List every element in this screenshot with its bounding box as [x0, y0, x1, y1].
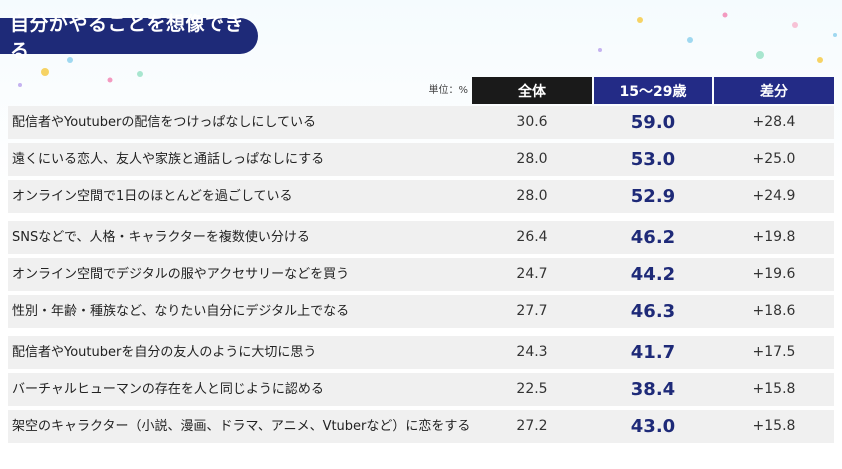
value-all: 24.7: [516, 266, 548, 282]
value-all: 30.6: [516, 114, 548, 130]
value-15-29: 44.2: [630, 264, 676, 285]
table-row: 配信者やYoutuberを自分の友人のように大切に思う 24.3 41.7 +17.5: [8, 336, 834, 369]
row-label: オンライン空間で1日のほとんどを過ごしている: [12, 189, 293, 204]
value-all: 28.0: [516, 188, 548, 204]
value-all: 27.7: [516, 303, 548, 319]
row-label: 性別・年齢・種族など、なりたい自分にデジタル上でなる: [12, 304, 350, 319]
value-diff: +24.9: [752, 188, 796, 204]
value-15-29: 41.7: [630, 342, 676, 363]
value-15-29: 46.2: [630, 227, 676, 248]
value-all: 22.5: [516, 381, 548, 397]
value-15-29: 38.4: [630, 379, 676, 400]
value-all: 26.4: [516, 229, 548, 245]
row-label: オンライン空間でデジタルの服やアクセサリーなどを買う: [12, 267, 350, 282]
row-label: 配信者やYoutuberの配信をつけっぱなしにしている: [12, 115, 316, 130]
column-header-diff: 差分: [714, 77, 834, 104]
value-diff: +25.0: [752, 151, 796, 167]
value-15-29: 53.0: [630, 149, 676, 170]
table-row: オンライン空間でデジタルの服やアクセサリーなどを買う 24.7 44.2 +19.6: [8, 258, 834, 291]
row-label: バーチャルヒューマンの存在を人と同じように認める: [12, 382, 324, 397]
row-label: 遠くにいる恋人、友人や家族と通話しっぱなしにする: [12, 152, 325, 167]
value-15-29: 52.9: [630, 186, 676, 207]
value-diff: +19.8: [752, 229, 796, 245]
value-diff: +19.6: [752, 266, 796, 282]
value-diff: +17.5: [752, 344, 796, 360]
table-row: 架空のキャラクター（小説、漫画、ドラマ、アニメ、Vtuberなど）に恋をする 27…: [8, 410, 834, 443]
table-row: オンライン空間で1日のほとんどを過ごしている 28.0 52.9 +24.9: [8, 180, 834, 213]
column-header-all: 全体: [472, 77, 592, 104]
value-all: 27.2: [516, 418, 548, 434]
value-15-29: 43.0: [630, 416, 676, 437]
row-label: 架空のキャラクター（小説、漫画、ドラマ、アニメ、Vtuberなど）に恋をする: [12, 419, 471, 434]
page-title: 自分がやることを想像できる: [0, 13, 258, 62]
unit-label: 単位：%: [428, 85, 468, 96]
value-all: 24.3: [516, 344, 548, 360]
table-row: バーチャルヒューマンの存在を人と同じように認める 22.5 38.4 +15.8: [8, 373, 834, 406]
value-diff: +15.8: [752, 381, 796, 397]
value-diff: +28.4: [752, 114, 796, 130]
row-label: SNSなどで、人格・キャラクターを複数使い分ける: [12, 230, 310, 245]
row-label: 配信者やYoutuberを自分の友人のように大切に思う: [12, 345, 317, 360]
value-all: 28.0: [516, 151, 548, 167]
value-diff: +15.8: [752, 418, 796, 434]
table-row: SNSなどで、人格・キャラクターを複数使い分ける 26.4 46.2 +19.8: [8, 221, 834, 254]
table-row: 遠くにいる恋人、友人や家族と通話しっぱなしにする 28.0 53.0 +25.0: [8, 143, 834, 176]
column-header-15-29: 15～29歳: [594, 77, 712, 104]
table-row: 配信者やYoutuberの配信をつけっぱなしにしている 30.6 59.0 +28.4: [8, 106, 834, 139]
value-diff: +18.6: [752, 303, 796, 319]
table-row: 性別・年齢・種族など、なりたい自分にデジタル上でなる 27.7 46.3 +18.6: [8, 295, 834, 328]
value-15-29: 59.0: [630, 112, 676, 133]
value-15-29: 46.3: [630, 301, 676, 322]
